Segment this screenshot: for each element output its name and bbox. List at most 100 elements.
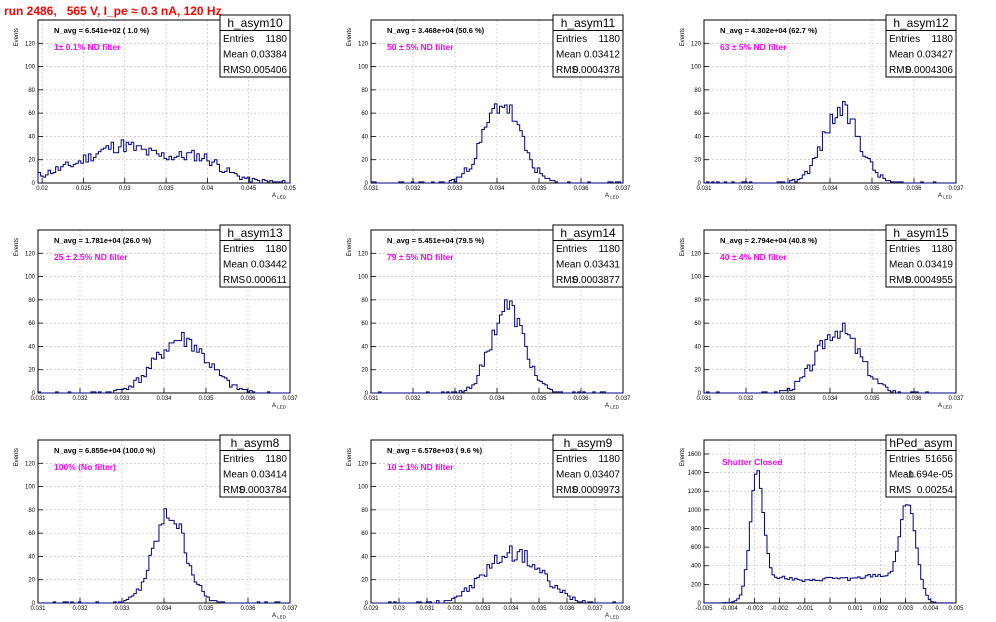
- x-tick-label: 0.032: [405, 186, 421, 192]
- stats-label: RMS: [889, 485, 912, 496]
- y-tick-label: 0: [32, 181, 36, 187]
- x-axis-title: A LED: [605, 403, 620, 410]
- x-tick-label: -0.005: [695, 606, 713, 612]
- y-tick-label: 120: [25, 41, 36, 47]
- stats-label: Mean: [223, 260, 248, 271]
- x-tick-label: 0.035: [531, 186, 547, 192]
- x-tick-label: 0.034: [503, 606, 519, 612]
- y-tick-label: 40: [361, 344, 368, 350]
- stats-label: RMS: [889, 65, 912, 76]
- y-tick-label: 0: [698, 601, 702, 607]
- x-tick-label: 0.005: [948, 606, 964, 612]
- y-tick-label: 0: [365, 181, 369, 187]
- y-tick-label: 80: [28, 298, 35, 304]
- y-tick-label: 100: [691, 65, 702, 71]
- y-axis-title: Events: [680, 448, 686, 466]
- x-tick-label: 0.033: [447, 396, 463, 402]
- filter-annotation: 79 ± 5% ND filter: [387, 252, 454, 262]
- x-tick-label: 0.035: [864, 396, 880, 402]
- y-tick-label: 60: [28, 531, 35, 537]
- stats-value: 0.03442: [251, 260, 288, 271]
- stats-value: 0.03427: [917, 50, 954, 61]
- histogram-panel-h_asym8: 0.031 0.032 0.033 0.034 0.035 0.036 0.037 0 20 40…: [14, 434, 298, 620]
- histogram-panel-h_asym10: 0.02 0.025 0.03 0.035 0.04 0.045 0.05 0 20 40 60 80…: [14, 14, 296, 200]
- stats-value: 1180: [265, 454, 287, 465]
- stats-value: 1180: [931, 34, 953, 45]
- x-tick-label: 0.033: [114, 396, 130, 402]
- filter-annotation: 100% (No filter): [54, 462, 116, 472]
- histogram-series: [704, 322, 956, 394]
- x-tick-label: 0.034: [822, 186, 838, 192]
- y-tick-label: 60: [361, 321, 368, 327]
- stats-label: Entries: [889, 244, 920, 255]
- x-tick-label: 0.031: [30, 396, 46, 402]
- stats-label: Entries: [556, 34, 587, 45]
- navg-label: N_avg = 6.855e+04 (100.0 %): [54, 446, 156, 455]
- y-tick-label: 800: [691, 526, 702, 532]
- x-axis-title: A LED: [272, 403, 287, 410]
- x-tick-label: 0.002: [873, 606, 889, 612]
- x-axis-title: A LED: [605, 193, 620, 200]
- stats-box: [552, 434, 624, 498]
- stats-value: 0.0004306: [906, 65, 954, 76]
- y-axis-title: Events: [14, 28, 20, 46]
- y-tick-label: 80: [28, 88, 35, 94]
- x-tick-label: 0.031: [30, 606, 46, 612]
- x-tick-label: 0.037: [615, 396, 631, 402]
- stats-value: 0.0009973: [573, 485, 621, 496]
- y-tick-label: 600: [691, 545, 702, 551]
- stats-label: RMS: [223, 65, 246, 76]
- histogram-name: hPed_asym: [889, 436, 952, 450]
- histogram-series: [371, 545, 623, 604]
- navg-label: N_avg = 4.302e+04 (62.7 %): [720, 26, 818, 35]
- x-tick-label: 0.036: [906, 186, 922, 192]
- x-tick-label: 0.033: [780, 186, 796, 192]
- x-tick-label: 0.033: [447, 186, 463, 192]
- y-tick-label: 100: [358, 485, 369, 491]
- y-tick-label: 0: [698, 391, 702, 397]
- x-tick-label: 0.032: [405, 396, 421, 402]
- histogram-series: [37, 331, 290, 394]
- x-tick-label: 0.036: [559, 606, 575, 612]
- y-tick-label: 60: [28, 321, 35, 327]
- y-tick-label: 80: [361, 298, 368, 304]
- histogram-series: [704, 101, 956, 184]
- stats-label: Entries: [223, 34, 254, 45]
- histogram-series: [371, 299, 623, 394]
- x-axis-title: A LED: [272, 193, 287, 200]
- y-axis-title: Events: [14, 238, 20, 256]
- stats-label: Mean: [556, 50, 581, 61]
- y-tick-label: 40: [28, 134, 35, 140]
- x-tick-label: 0.037: [282, 396, 298, 402]
- stats-label: Entries: [556, 454, 587, 465]
- x-tick-label: 0.037: [948, 186, 964, 192]
- x-tick-label: 0.032: [447, 606, 463, 612]
- x-tick-label: 0.031: [696, 396, 712, 402]
- x-tick-label: 0.03: [119, 186, 131, 192]
- stats-label: Entries: [556, 244, 587, 255]
- navg-label: N_avg = 1.781e+04 (26.0 %): [54, 236, 152, 245]
- x-tick-label: 0.037: [615, 186, 631, 192]
- stats-label: Mean: [223, 50, 248, 61]
- y-tick-label: 80: [361, 508, 368, 514]
- stats-label: RMS: [223, 275, 246, 286]
- y-axis-title: Events: [347, 448, 353, 466]
- y-tick-label: 60: [361, 111, 368, 117]
- histogram-name: h_asym14: [560, 226, 616, 240]
- x-tick-label: 0.034: [822, 396, 838, 402]
- stats-label: Mean: [889, 50, 914, 61]
- stats-label: RMS: [556, 485, 579, 496]
- x-tick-label: 0.036: [573, 396, 589, 402]
- histogram-panel-h_asym9: 0.029 0.03 0.031 0.032 0.033 0.034 0.035 0.036 0…: [347, 434, 631, 620]
- y-tick-label: 100: [25, 485, 36, 491]
- stats-label: Mean: [556, 470, 581, 481]
- x-tick-label: 0.029: [363, 606, 379, 612]
- plot-frame: [37, 19, 291, 184]
- stats-label: Entries: [223, 454, 254, 465]
- stats-value: 0.03419: [917, 260, 954, 271]
- stats-value: 1180: [598, 454, 620, 465]
- y-tick-label: 20: [28, 578, 35, 584]
- y-tick-label: 60: [28, 111, 35, 117]
- stats-value: 1180: [265, 244, 287, 255]
